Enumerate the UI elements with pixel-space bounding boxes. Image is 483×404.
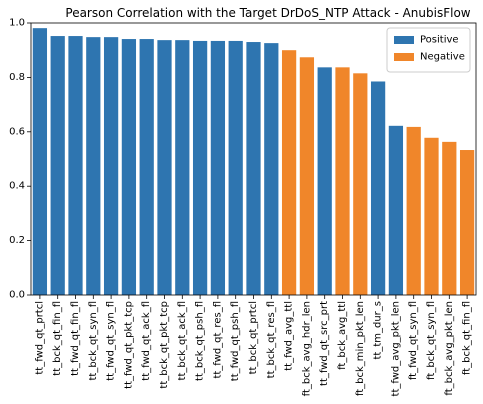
bars-layer bbox=[32, 28, 475, 296]
bar bbox=[317, 67, 332, 295]
x-tick-label: tt_fwd_qt_syn_fl bbox=[106, 301, 117, 381]
x-tick-label: tt_bck_qt_syn_fl bbox=[88, 301, 99, 381]
y-tick-label: 0.6 bbox=[9, 126, 25, 137]
x-tick-label: tt_fwd_qt_prtcl bbox=[34, 301, 45, 375]
bar bbox=[157, 40, 172, 295]
bar bbox=[370, 81, 386, 295]
bar bbox=[424, 137, 439, 295]
bar bbox=[192, 40, 208, 296]
x-tick-label: tt_bck_qt_fin_fl bbox=[52, 301, 63, 376]
legend-label: Positive bbox=[420, 35, 459, 46]
y-tick-label: 0.4 bbox=[9, 181, 25, 192]
bar bbox=[32, 28, 48, 295]
x-tick-label: ft_bck_avg_hdr_len bbox=[301, 301, 312, 396]
bar bbox=[459, 150, 475, 295]
bar bbox=[121, 39, 137, 295]
bar bbox=[353, 73, 368, 295]
bar bbox=[139, 39, 154, 295]
y-tick-label: 0.8 bbox=[9, 72, 25, 83]
x-tick-label: tt_tm_dur_s bbox=[373, 301, 384, 360]
bar bbox=[210, 40, 226, 296]
x-tick-label: ft_bck_qt_syn_fl bbox=[426, 301, 437, 380]
x-tick-label: tt_bck_qt_res_fl bbox=[266, 301, 277, 378]
bar bbox=[68, 36, 83, 295]
bar bbox=[388, 125, 404, 295]
x-tick-label: tt_fwd_qt_ack_fl bbox=[141, 301, 152, 381]
bar bbox=[281, 50, 297, 296]
x-tick-label: tt_bck_qt_pkt_tcp bbox=[159, 301, 170, 389]
bar bbox=[299, 57, 315, 295]
x-tick-label: ft_bck_qt_fin_fl bbox=[462, 301, 473, 375]
bar bbox=[264, 43, 279, 296]
legend-swatch bbox=[394, 36, 414, 44]
legend-label: Negative bbox=[420, 52, 465, 63]
bar bbox=[175, 40, 190, 295]
x-tick-label: tt_bck_qt_prtcl bbox=[248, 301, 259, 374]
bar bbox=[335, 67, 350, 295]
bar bbox=[228, 40, 243, 296]
y-tick-label: 0.0 bbox=[9, 290, 25, 301]
bar bbox=[246, 42, 261, 295]
legend: Positive Negative bbox=[386, 27, 471, 73]
x-tick-label: tt_fwd_qt_psh_fl bbox=[230, 301, 241, 381]
bar bbox=[103, 37, 119, 295]
x-tick-label: ft_bck_avg_pkt_len bbox=[444, 301, 455, 396]
x-tick-label: tt_fwd_avg_ttl bbox=[284, 301, 295, 371]
bar bbox=[50, 36, 65, 295]
x-tick-label: tt_fwd_avg_pkt_len bbox=[390, 301, 401, 396]
bar bbox=[86, 37, 101, 295]
x-tick-label: ft_fwd_qt_syn_fl bbox=[408, 301, 419, 380]
x-tick-label: tt_fwd_qt_fin_fl bbox=[70, 301, 81, 376]
x-tick-label: tt_fwd_qt_pkt_tcp bbox=[123, 301, 134, 389]
x-tick-label: tt_bck_qt_psh_fl bbox=[195, 301, 206, 381]
x-tick-label: ft_bck_min_pkt_len bbox=[355, 301, 366, 396]
y-tick-label: 0.2 bbox=[9, 235, 25, 246]
plot-frame bbox=[30, 22, 477, 296]
bar bbox=[406, 126, 421, 296]
legend-swatch bbox=[394, 53, 414, 61]
bar bbox=[442, 141, 457, 295]
x-tick-label: tt_fwd_qt_res_fl bbox=[212, 301, 223, 379]
x-tick-label: ft_bck_avg_ttl bbox=[337, 301, 348, 370]
x-tick-label: tt_bck_qt_ack_fl bbox=[177, 301, 188, 380]
y-tick-label: 1.0 bbox=[9, 18, 25, 29]
chart-title: Pearson Correlation with the Target DrDo… bbox=[65, 6, 470, 20]
axes-layer: tt_fwd_qt_prtcl tt_bck_qt_fin_fl tt_fwd_qt… bbox=[9, 18, 477, 396]
x-tick-label: tt_fwd_qt_src_prt bbox=[319, 301, 330, 386]
